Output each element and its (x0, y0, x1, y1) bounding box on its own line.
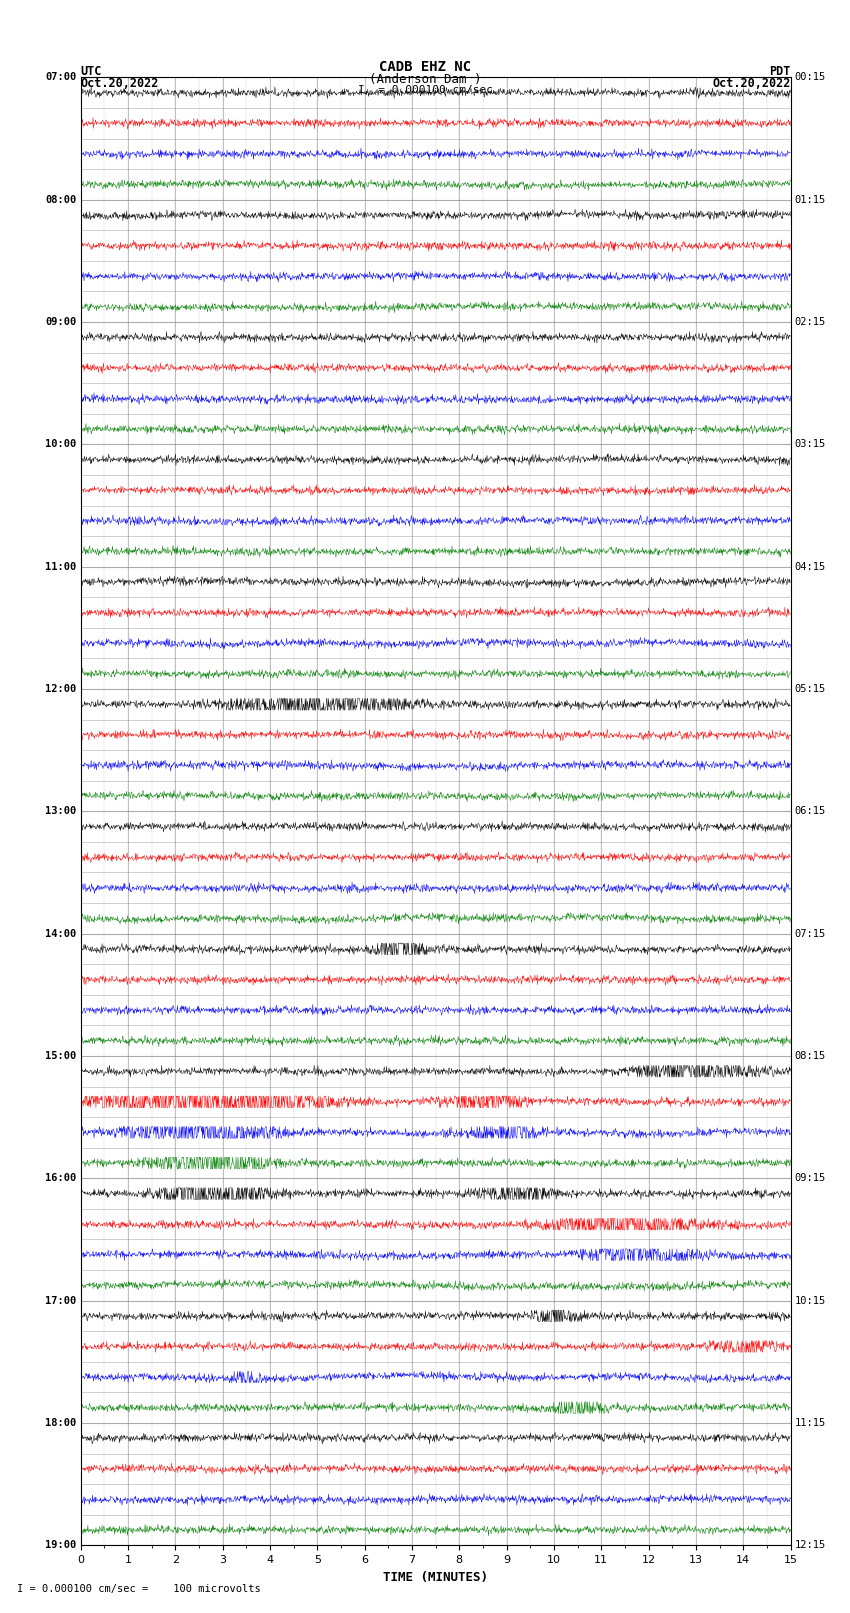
Text: Oct.20,2022: Oct.20,2022 (81, 77, 159, 90)
Text: I  = 0.000100 cm/sec: I = 0.000100 cm/sec (358, 85, 492, 95)
Text: I = 0.000100 cm/sec =    100 microvolts: I = 0.000100 cm/sec = 100 microvolts (17, 1584, 261, 1594)
Text: 12:00: 12:00 (45, 684, 76, 694)
Text: CADB EHZ NC: CADB EHZ NC (379, 60, 471, 74)
Text: 17:00: 17:00 (45, 1295, 76, 1305)
Text: Oct.20,2022: Oct.20,2022 (712, 77, 790, 90)
Text: 03:15: 03:15 (795, 439, 826, 450)
Text: 09:00: 09:00 (45, 318, 76, 327)
Text: 00:15: 00:15 (795, 73, 826, 82)
Text: UTC: UTC (81, 65, 102, 77)
Text: 09:15: 09:15 (795, 1173, 826, 1184)
Text: 07:00: 07:00 (45, 73, 76, 82)
Text: PDT: PDT (769, 65, 790, 77)
Text: 12:15: 12:15 (795, 1540, 826, 1550)
Text: 15:00: 15:00 (45, 1052, 76, 1061)
Text: 11:00: 11:00 (45, 561, 76, 571)
Text: 08:15: 08:15 (795, 1052, 826, 1061)
Text: 05:15: 05:15 (795, 684, 826, 694)
Text: 08:00: 08:00 (45, 195, 76, 205)
Text: 01:15: 01:15 (795, 195, 826, 205)
Text: (Anderson Dam ): (Anderson Dam ) (369, 73, 481, 85)
Text: 04:15: 04:15 (795, 561, 826, 571)
Text: 16:00: 16:00 (45, 1173, 76, 1184)
Text: 10:15: 10:15 (795, 1295, 826, 1305)
Text: 07:15: 07:15 (795, 929, 826, 939)
Text: 10:00: 10:00 (45, 439, 76, 450)
Text: 14:00: 14:00 (45, 929, 76, 939)
Text: 02:15: 02:15 (795, 318, 826, 327)
Text: 19:00: 19:00 (45, 1540, 76, 1550)
X-axis label: TIME (MINUTES): TIME (MINUTES) (383, 1571, 488, 1584)
Text: 06:15: 06:15 (795, 806, 826, 816)
Text: 18:00: 18:00 (45, 1418, 76, 1428)
Text: 13:00: 13:00 (45, 806, 76, 816)
Text: 11:15: 11:15 (795, 1418, 826, 1428)
